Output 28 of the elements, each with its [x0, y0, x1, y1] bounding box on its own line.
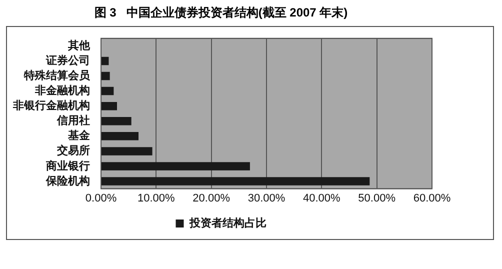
- y-tick-label: 非银行金融机构: [12, 99, 90, 112]
- x-tick-label: 20.00%: [192, 192, 230, 204]
- x-tick-label: 30.00%: [248, 192, 286, 204]
- bar: [102, 72, 110, 80]
- y-tick-label: 其他: [67, 38, 91, 52]
- x-tick-label: 40.00%: [303, 192, 341, 204]
- y-tick-label: 保险机构: [45, 174, 90, 188]
- bar: [102, 116, 132, 126]
- x-tick-label: 50.00%: [358, 192, 396, 204]
- x-tick-label: 10.00%: [138, 192, 176, 204]
- bar: [102, 147, 152, 156]
- bar: [102, 56, 109, 66]
- bar: [102, 162, 250, 170]
- y-tick-label: 基金: [67, 129, 91, 142]
- chart-title: 图 3 中国企业债券投资者结构(截至 2007 年末): [94, 6, 348, 20]
- x-tick-label: 60.00%: [413, 192, 451, 204]
- y-tick-label: 证券公司: [45, 54, 90, 67]
- bar: [102, 102, 117, 110]
- y-tick-label: 商业银行: [45, 159, 90, 172]
- x-tick-label: 0.00%: [85, 192, 117, 204]
- bar: [102, 132, 139, 140]
- y-tick-label: 非金融机构: [34, 84, 90, 98]
- legend-label: 投资者结构占比: [188, 216, 266, 230]
- y-tick-label: 特殊结算会员: [23, 69, 91, 82]
- bar: [102, 177, 370, 186]
- y-tick-label: 信用社: [56, 114, 90, 128]
- bar: [102, 86, 114, 96]
- y-tick-label: 交易所: [56, 144, 90, 158]
